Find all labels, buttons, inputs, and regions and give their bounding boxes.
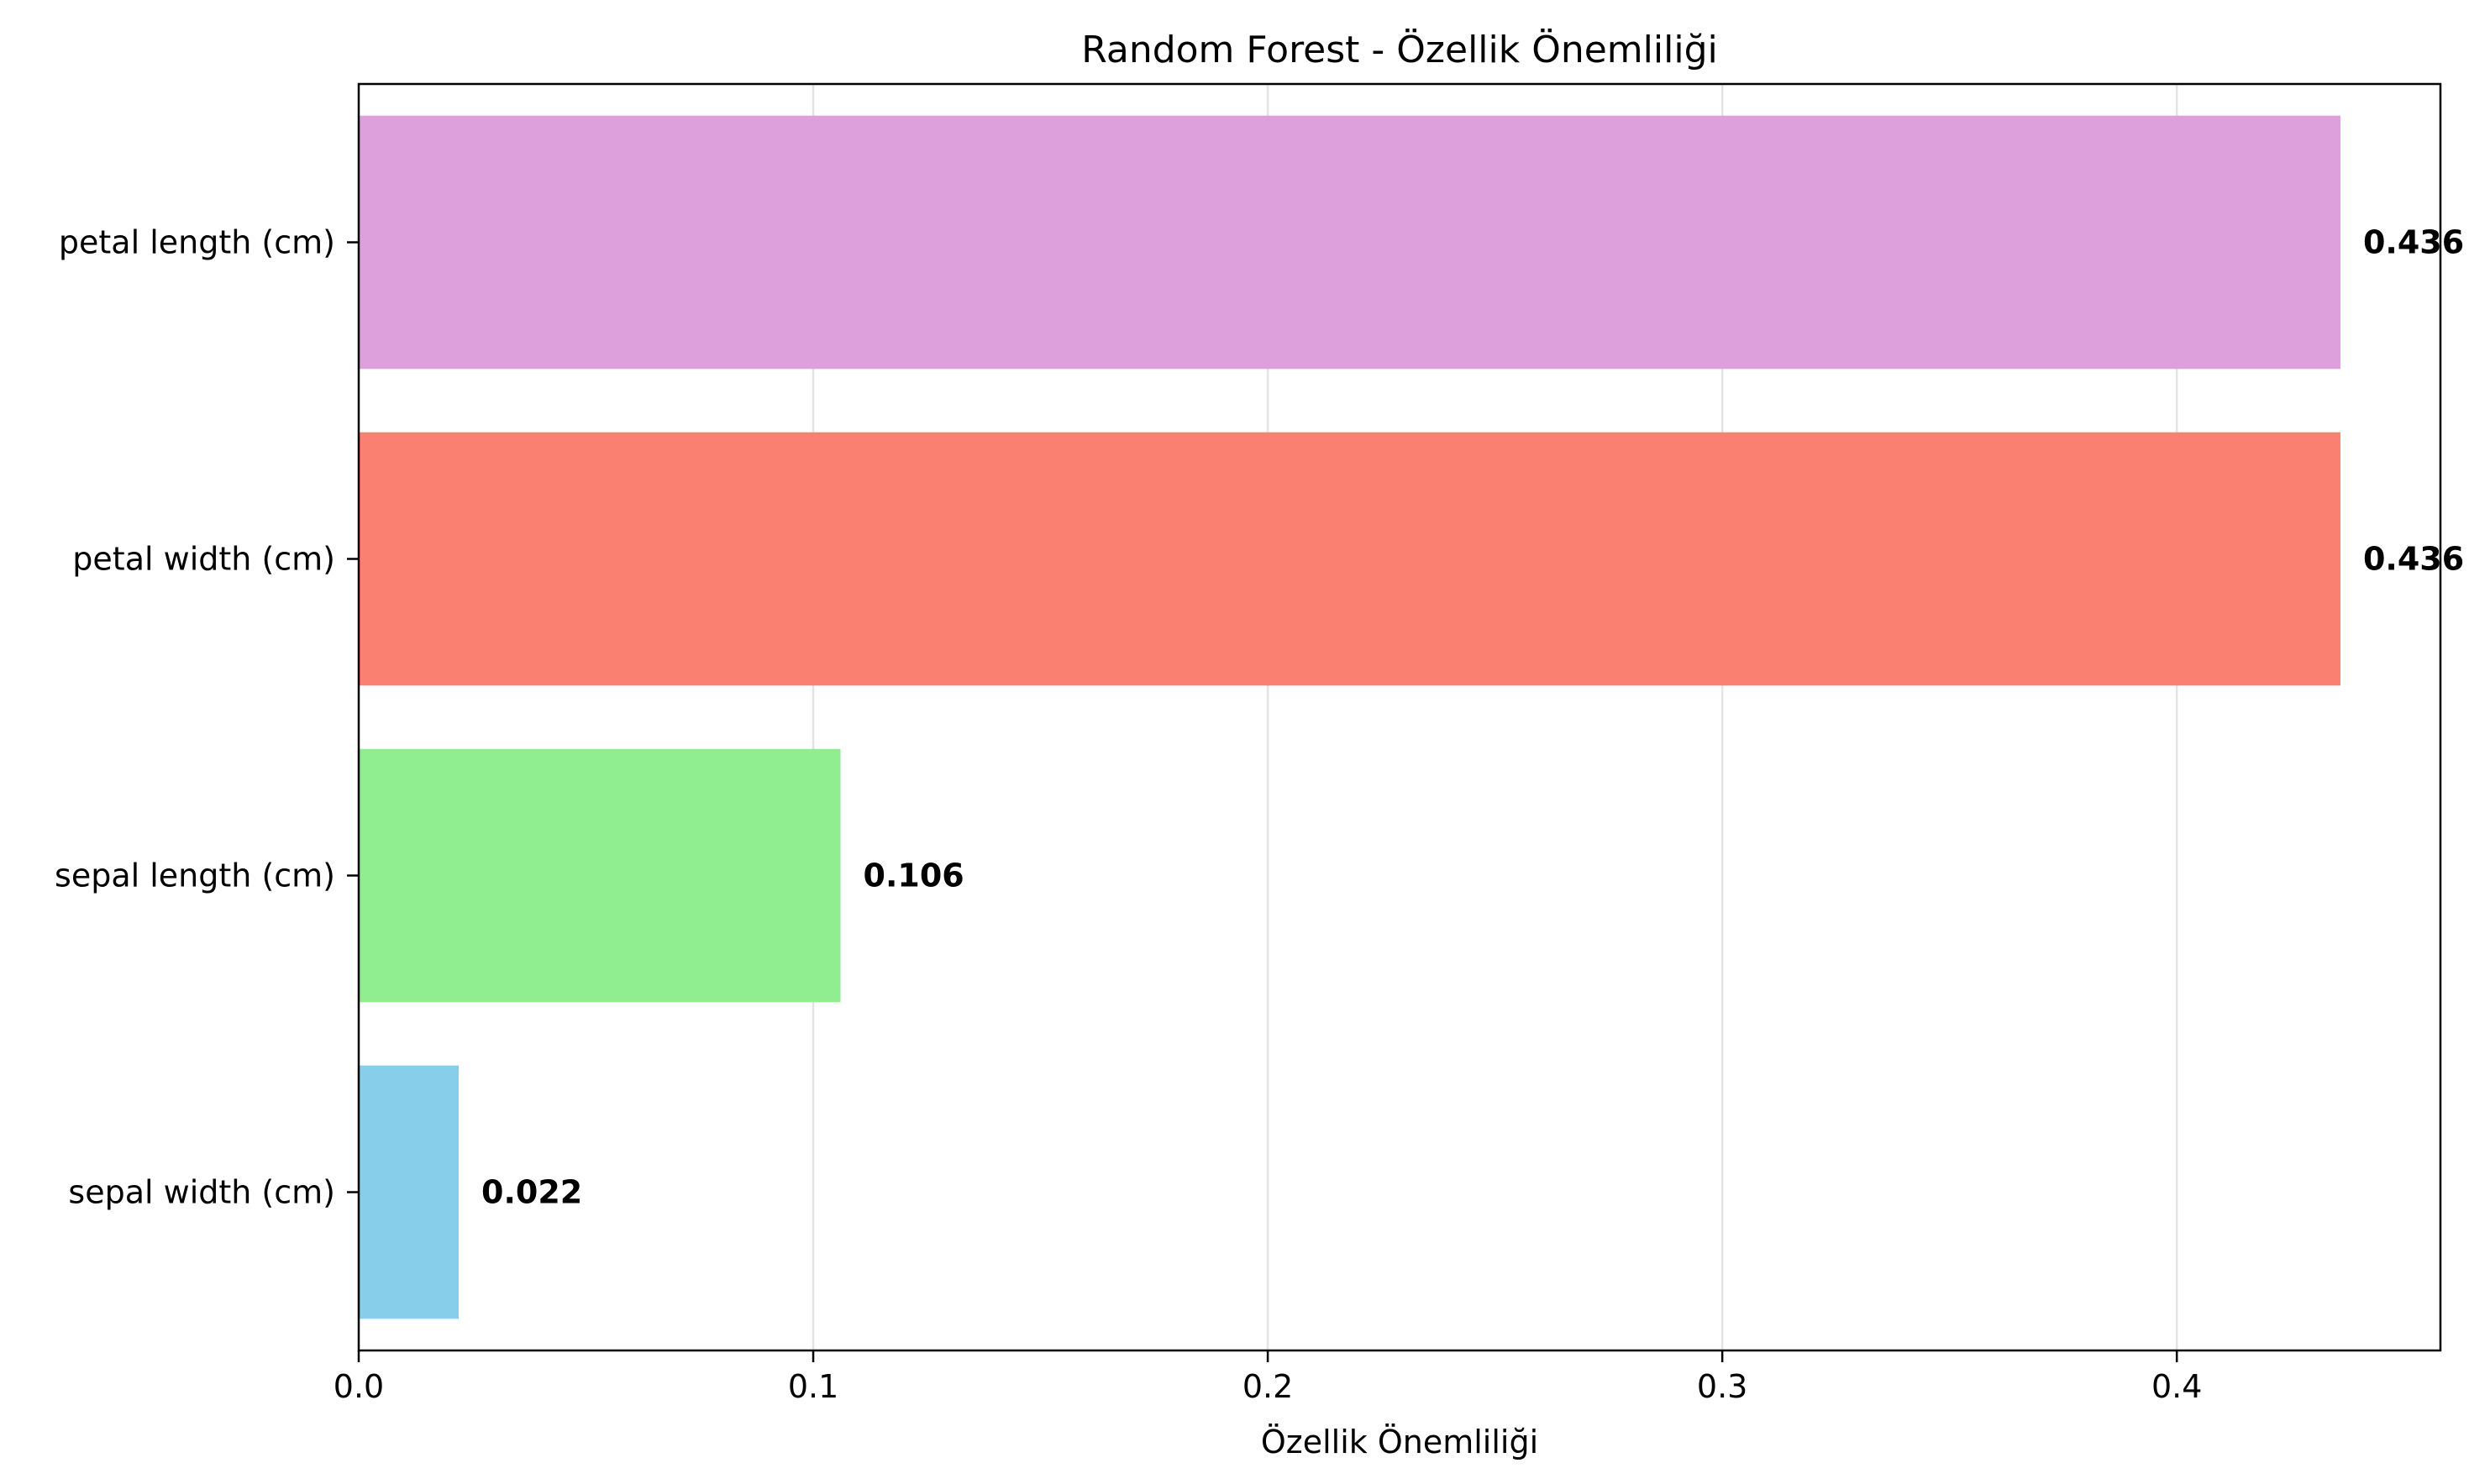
bar (359, 432, 2340, 686)
x-tick-label: 0.0 (334, 1368, 384, 1405)
bar-value-label: 0.022 (481, 1174, 582, 1211)
bar-value-label: 0.436 (2363, 224, 2464, 261)
x-tick-label: 0.3 (1697, 1368, 1747, 1405)
value-labels: 0.436 0.436 0.106 0.022 (481, 224, 2464, 1211)
bars (359, 115, 2340, 1319)
bar-value-label: 0.106 (864, 857, 964, 894)
x-tick-label: 0.2 (1242, 1368, 1293, 1405)
y-tick-label: petal width (cm) (72, 541, 335, 578)
x-axis-label: Özellik Önemliliği (1261, 1424, 1538, 1460)
x-tick-label: 0.4 (2151, 1368, 2202, 1405)
bar-value-label: 0.436 (2363, 541, 2464, 578)
y-tick-label: sepal width (cm) (68, 1174, 335, 1211)
bar (359, 748, 841, 1003)
x-tick-label: 0.1 (788, 1368, 838, 1405)
bar (359, 115, 2340, 370)
plot-frame (357, 82, 2442, 1352)
y-axis-ticks: petal length (cm) petal width (cm) sepal l… (55, 224, 359, 1211)
chart-title: Random Forest - Özellik Önemliliği (1081, 28, 1717, 71)
y-tick-label: sepal length (cm) (55, 857, 335, 894)
bar (359, 1065, 460, 1319)
x-axis-ticks: 0.0 0.1 0.2 0.3 0.4 (334, 1350, 2202, 1405)
y-tick-label: petal length (cm) (59, 224, 335, 261)
